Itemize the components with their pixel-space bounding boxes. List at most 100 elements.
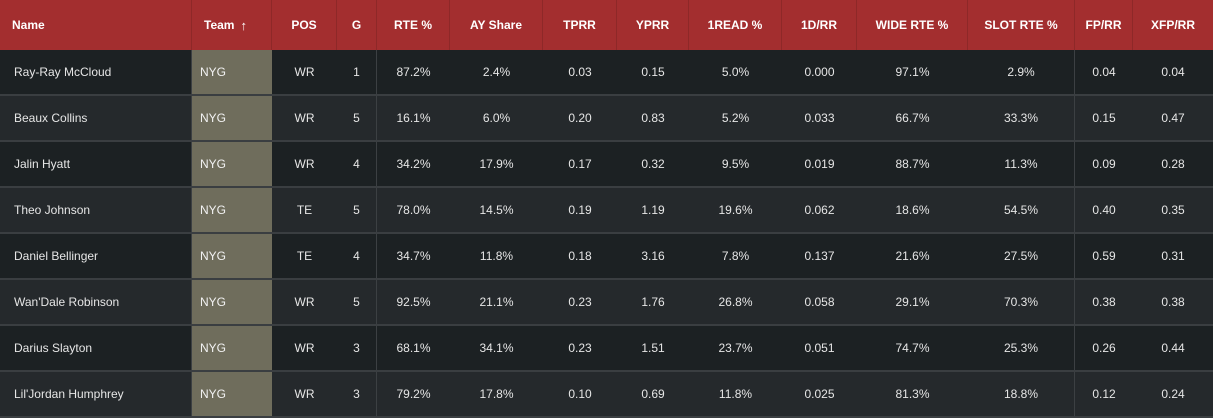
cell-pos: WR [294, 157, 315, 171]
cell-rte: 79.2% [396, 387, 431, 401]
cell-wide: 29.1% [895, 295, 930, 309]
cell-yprr: 0.69 [641, 387, 665, 401]
column-header-label: Team [204, 18, 235, 32]
cell-rte: 87.2% [396, 65, 431, 79]
cell-slot: 25.3% [968, 326, 1075, 370]
cell-fprr: 0.26 [1092, 341, 1116, 355]
column-header-xfprr[interactable]: XFP/RR [1133, 0, 1213, 50]
column-header-read1[interactable]: 1READ % [689, 0, 782, 50]
cell-pos: WR [294, 341, 315, 355]
cell-tprr: 0.23 [568, 295, 592, 309]
table-row[interactable]: Ray-Ray McCloud NYG WR 1 87.2% 2.4% 0.03 0.15 5.… [0, 50, 1213, 96]
column-header-tprr[interactable]: TPRR [543, 0, 617, 50]
arrow-up-icon[interactable]: ↑ [240, 17, 247, 33]
cell-name[interactable]: Jalin Hyatt [0, 142, 192, 186]
cell-wide: 88.7% [895, 157, 930, 171]
table-row[interactable]: Beaux Collins NYG WR 5 16.1% 6.0% 0.20 0.83 5.2%… [0, 96, 1213, 142]
cell-name[interactable]: Ray-Ray McCloud [0, 50, 192, 94]
cell-read1: 5.2% [721, 111, 750, 125]
column-header-rte[interactable]: RTE % [377, 0, 450, 50]
cell-ay: 2.4% [482, 65, 511, 79]
cell-g: 5 [337, 188, 377, 232]
cell-g: 4 [337, 142, 377, 186]
cell-wide: 97.1% [895, 65, 930, 79]
cell-g: 3 [337, 326, 377, 370]
cell-fprr: 0.38 [1092, 295, 1116, 309]
column-header-slot[interactable]: SLOT RTE % [968, 0, 1075, 50]
cell-xfprr: 0.44 [1161, 341, 1185, 355]
table-row[interactable]: Jalin Hyatt NYG WR 4 34.2% 17.9% 0.17 0.32 9.5% 0… [0, 142, 1213, 188]
cell-name[interactable]: Daniel Bellinger [0, 234, 192, 278]
column-header-ay[interactable]: AY Share [450, 0, 543, 50]
cell-xfprr: 0.04 [1161, 65, 1185, 79]
column-header-pos[interactable]: POS [272, 0, 337, 50]
cell-name[interactable]: Theo Johnson [0, 188, 192, 232]
cell-g: 3 [337, 372, 377, 416]
cell-yprr: 1.76 [641, 295, 665, 309]
column-header-d1rr[interactable]: 1D/RR [782, 0, 857, 50]
cell-team: NYG [192, 326, 272, 370]
cell-d1rr: 0.033 [804, 111, 835, 125]
cell-team: NYG [192, 280, 272, 324]
cell-slot: 11.3% [968, 142, 1075, 186]
cell-pos: TE [296, 249, 313, 263]
cell-fprr: 0.40 [1092, 203, 1116, 217]
table-row[interactable]: Daniel Bellinger NYG TE 4 34.7% 11.8% 0.18 3.16… [0, 234, 1213, 280]
cell-read1: 11.8% [718, 387, 753, 401]
cell-pos: WR [294, 295, 315, 309]
cell-d1rr: 0.058 [804, 295, 835, 309]
cell-read1: 7.8% [721, 249, 750, 263]
cell-wide: 81.3% [895, 387, 930, 401]
table-row[interactable]: Theo Johnson NYG TE 5 78.0% 14.5% 0.19 1.19 19.6… [0, 188, 1213, 234]
cell-xfprr: 0.35 [1161, 203, 1185, 217]
column-header-g[interactable]: G [337, 0, 377, 50]
column-header-name[interactable]: Name [0, 0, 192, 50]
cell-slot: 27.5% [968, 234, 1075, 278]
column-header-label: G [351, 18, 362, 32]
cell-g: 1 [337, 50, 377, 94]
table-row[interactable]: Wan'Dale Robinson NYG WR 5 92.5% 21.1% 0.23 1.7… [0, 280, 1213, 326]
cell-xfprr: 0.24 [1161, 387, 1185, 401]
column-header-team[interactable]: Team ↑ [192, 0, 272, 50]
cell-g: 4 [337, 234, 377, 278]
column-header-label: FP/RR [1085, 18, 1122, 32]
cell-d1rr: 0.019 [804, 157, 835, 171]
column-header-label: WIDE RTE % [875, 18, 949, 32]
cell-read1: 9.5% [721, 157, 750, 171]
cell-name[interactable]: Darius Slayton [0, 326, 192, 370]
cell-fprr: 0.59 [1092, 249, 1116, 263]
table-row[interactable]: Lil'Jordan Humphrey NYG WR 3 79.2% 17.8% 0.10 0… [0, 372, 1213, 418]
cell-team: NYG [192, 234, 272, 278]
cell-g: 5 [337, 96, 377, 140]
column-header-label: RTE % [393, 18, 432, 32]
cell-pos: TE [296, 203, 313, 217]
cell-slot: 70.3% [968, 280, 1075, 324]
cell-wide: 21.6% [895, 249, 930, 263]
cell-fprr: 0.04 [1092, 65, 1116, 79]
cell-rte: 34.7% [396, 249, 431, 263]
cell-name[interactable]: Lil'Jordan Humphrey [0, 372, 192, 416]
cell-pos: WR [294, 111, 315, 125]
cell-yprr: 0.15 [641, 65, 665, 79]
cell-pos: WR [294, 387, 315, 401]
cell-slot: 2.9% [968, 50, 1075, 94]
column-header-label: Name [12, 18, 45, 32]
cell-ay: 21.1% [479, 295, 514, 309]
cell-wide: 74.7% [895, 341, 930, 355]
cell-fprr: 0.15 [1092, 111, 1116, 125]
cell-name[interactable]: Wan'Dale Robinson [0, 280, 192, 324]
cell-read1: 26.8% [718, 295, 753, 309]
column-header-yprr[interactable]: YPRR [617, 0, 689, 50]
column-header-fprr[interactable]: FP/RR [1075, 0, 1133, 50]
cell-read1: 19.6% [718, 203, 753, 217]
cell-yprr: 0.83 [641, 111, 665, 125]
cell-team: NYG [192, 50, 272, 94]
column-header-label: 1D/RR [800, 18, 837, 32]
column-header-label: AY Share [469, 18, 523, 32]
table-row[interactable]: Darius Slayton NYG WR 3 68.1% 34.1% 0.23 1.51 23… [0, 326, 1213, 372]
cell-xfprr: 0.47 [1161, 111, 1185, 125]
column-header-wide[interactable]: WIDE RTE % [857, 0, 968, 50]
cell-name[interactable]: Beaux Collins [0, 96, 192, 140]
cell-ay: 11.8% [479, 249, 514, 263]
table-header: Name Team ↑ POS G RTE % AY Share TPRR YPRR 1READ … [0, 0, 1213, 50]
